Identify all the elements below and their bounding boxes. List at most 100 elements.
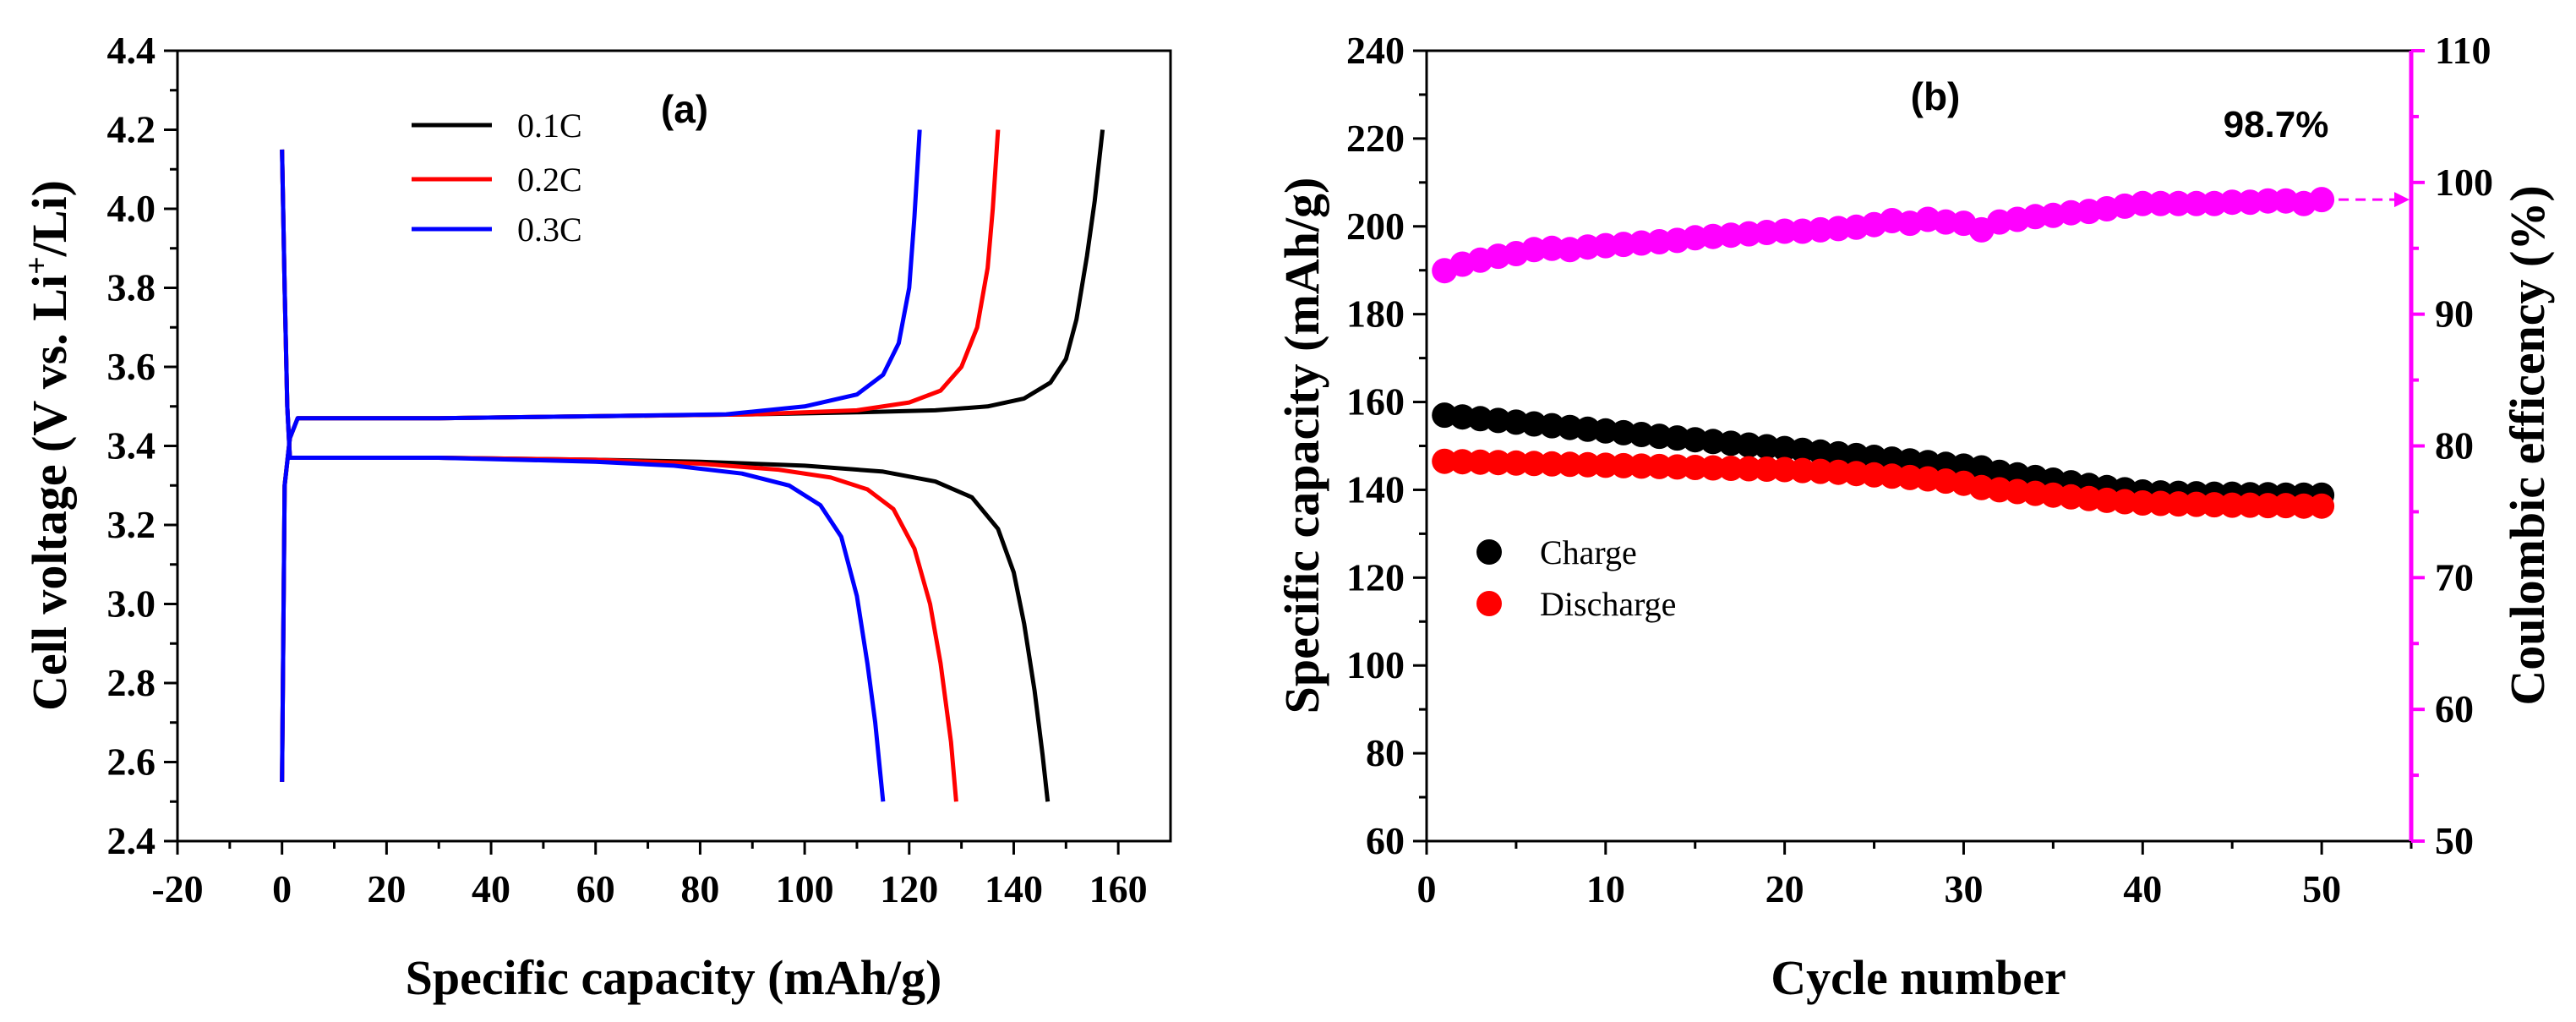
- point-discharge-45: [2219, 492, 2246, 518]
- b-y-tick-label-3: 120: [1346, 555, 1405, 598]
- point-discharge-6: [1521, 451, 1547, 477]
- b-x-tick-label-1: 10: [1586, 867, 1625, 910]
- point-discharge-19: [1754, 456, 1780, 482]
- point-discharge-11: [1611, 452, 1636, 478]
- series-0.3C-charge-curve: [280, 129, 922, 782]
- a-y-tick-label-5: 3.4: [107, 424, 156, 467]
- panel-a-axis-ticks: -20 0 20 40 60 80 100 120 140 160 2.4 2.6 2.8 3.0 3.2 3…: [107, 29, 1148, 910]
- point-discharge-42: [2165, 491, 2191, 517]
- point-discharge-7: [1539, 451, 1565, 477]
- point-discharge-41: [2148, 490, 2174, 516]
- panel-b-plot-frame: [1425, 49, 2413, 843]
- b-y-tick-label-4: 140: [1346, 467, 1405, 511]
- b-y-tick-label-2: 100: [1346, 643, 1405, 686]
- panel-b-label: (b): [1911, 74, 1961, 118]
- a-y-tick-label-0: 2.4: [107, 819, 156, 862]
- b-y-tick-label-8: 220: [1346, 117, 1405, 160]
- b-x-tick-label-3: 30: [1944, 867, 1983, 910]
- a-y-tick-label-2: 2.8: [107, 661, 156, 704]
- a-y-tick-label-1: 2.6: [107, 741, 156, 784]
- point-coulombic-efficiency-47: [2255, 188, 2281, 214]
- point-coulombic-efficiency-42: [2165, 190, 2191, 216]
- a-y-tick-label-8: 4.0: [107, 187, 156, 230]
- legend-label-0-2c: 0.2C: [517, 161, 582, 199]
- b-y-right-tick-label-2: 70: [2435, 555, 2474, 598]
- legend-label-0-1c: 0.1C: [517, 107, 582, 145]
- point-discharge-47: [2255, 493, 2281, 519]
- b-y-right-tick-label-0: 50: [2435, 819, 2474, 862]
- point-discharge-50: [2309, 493, 2335, 519]
- b-x-tick-label-5: 50: [2302, 867, 2341, 910]
- point-discharge-9: [1575, 451, 1601, 478]
- series-0.3C-discharge-curve: [280, 149, 886, 802]
- point-coulombic-efficiency-41: [2148, 190, 2174, 216]
- efficiency-annotation: 98.7%: [2224, 104, 2329, 145]
- point-coulombic-efficiency-20: [1771, 218, 1798, 244]
- point-coulombic-efficiency-50: [2309, 187, 2335, 213]
- point-discharge-14: [1664, 454, 1690, 480]
- a-x-tick-label-6: 100: [776, 867, 834, 910]
- point-discharge-3: [1467, 449, 1493, 475]
- panel-a-series-lines: [280, 129, 1105, 802]
- legend-marker-charge: [1476, 539, 1502, 565]
- b-y-tick-label-5: 160: [1346, 380, 1405, 424]
- a-y-tick-label-10: 4.4: [107, 29, 156, 72]
- point-discharge-15: [1682, 455, 1708, 480]
- b-y-tick-label-9: 240: [1346, 29, 1405, 72]
- point-discharge-48: [2273, 493, 2299, 519]
- b-y-right-tick-label-3: 80: [2435, 424, 2474, 467]
- panel-a-x-axis-title: Specific capacity (mAh/g): [406, 950, 942, 1005]
- series-0.1C-discharge-curve: [280, 149, 1051, 802]
- legend-label-charge: Charge: [1540, 533, 1637, 571]
- a-x-tick-label-7: 120: [880, 867, 938, 910]
- b-y-right-tick-label-5: 100: [2435, 161, 2493, 204]
- panel-b-axis-ticks: 0 10 20 30 40 50 60 80 100 120 140 160 180 200 220 240 5…: [1346, 29, 2493, 910]
- panel-a-legend: 0.1C 0.2C 0.3C: [412, 107, 582, 249]
- b-y-tick-label-7: 200: [1346, 205, 1405, 248]
- panel-b-x-axis-title: Cycle number: [1771, 950, 2066, 1005]
- panel-b-legend: Charge Discharge: [1476, 533, 1676, 623]
- panel-a-y-axis-title: Cell voltage (V vs. Li+/Li): [19, 180, 77, 711]
- a-x-tick-label-4: 60: [576, 867, 615, 910]
- point-discharge-10: [1592, 452, 1618, 478]
- point-discharge-4: [1485, 450, 1511, 476]
- b-y-right-tick-label-1: 60: [2435, 687, 2474, 730]
- panel-b-y-axis-title-right: Coulombic efficency (%): [2500, 185, 2555, 705]
- a-x-tick-label-2: 20: [367, 867, 406, 910]
- point-discharge-46: [2237, 492, 2263, 518]
- point-discharge-21: [1789, 457, 1815, 484]
- a-y-tick-label-7: 3.8: [107, 266, 156, 309]
- point-discharge-13: [1646, 453, 1673, 479]
- b-y-tick-label-1: 80: [1366, 731, 1405, 774]
- b-x-tick-label-4: 40: [2123, 867, 2162, 910]
- b-x-tick-label-0: 0: [1417, 867, 1437, 910]
- panel-b-cycling-chart: 0 10 20 30 40 50 60 80 100 120 140 160 180 200 220 240 5…: [1274, 29, 2555, 1005]
- point-discharge-1: [1432, 448, 1458, 474]
- point-coulombic-efficiency-40: [2130, 190, 2156, 216]
- a-x-tick-label-9: 160: [1089, 867, 1148, 910]
- point-discharge-49: [2290, 493, 2317, 519]
- a-x-tick-label-0: -20: [151, 867, 203, 910]
- a-x-tick-label-5: 80: [680, 867, 719, 910]
- point-discharge-22: [1808, 458, 1833, 484]
- b-x-tick-label-2: 20: [1766, 867, 1804, 910]
- point-discharge-8: [1557, 451, 1583, 478]
- panel-a-voltage-capacity-chart: -20 0 20 40 60 80 100 120 140 160 2.4 2.6 2.8 3.0 3.2 3…: [19, 29, 1172, 1005]
- point-discharge-43: [2183, 491, 2209, 517]
- point-discharge-20: [1771, 456, 1798, 483]
- point-discharge-44: [2202, 492, 2227, 518]
- panel-a-plot-frame: [176, 49, 1172, 843]
- a-y-tick-label-3: 3.0: [107, 582, 156, 626]
- point-discharge-40: [2130, 490, 2156, 516]
- point-discharge-2: [1449, 449, 1476, 475]
- a-y-tick-label-9: 4.2: [107, 108, 156, 151]
- b-y-tick-label-0: 60: [1366, 819, 1405, 862]
- legend-label-0-3c: 0.3C: [517, 210, 582, 249]
- point-discharge-5: [1503, 450, 1529, 476]
- point-coulombic-efficiency-43: [2183, 190, 2209, 216]
- series-0.2C-discharge-curve: [280, 149, 958, 802]
- point-discharge-16: [1700, 455, 1726, 481]
- panel-b-data-points: [1432, 187, 2335, 519]
- a-x-tick-label-1: 0: [272, 867, 292, 910]
